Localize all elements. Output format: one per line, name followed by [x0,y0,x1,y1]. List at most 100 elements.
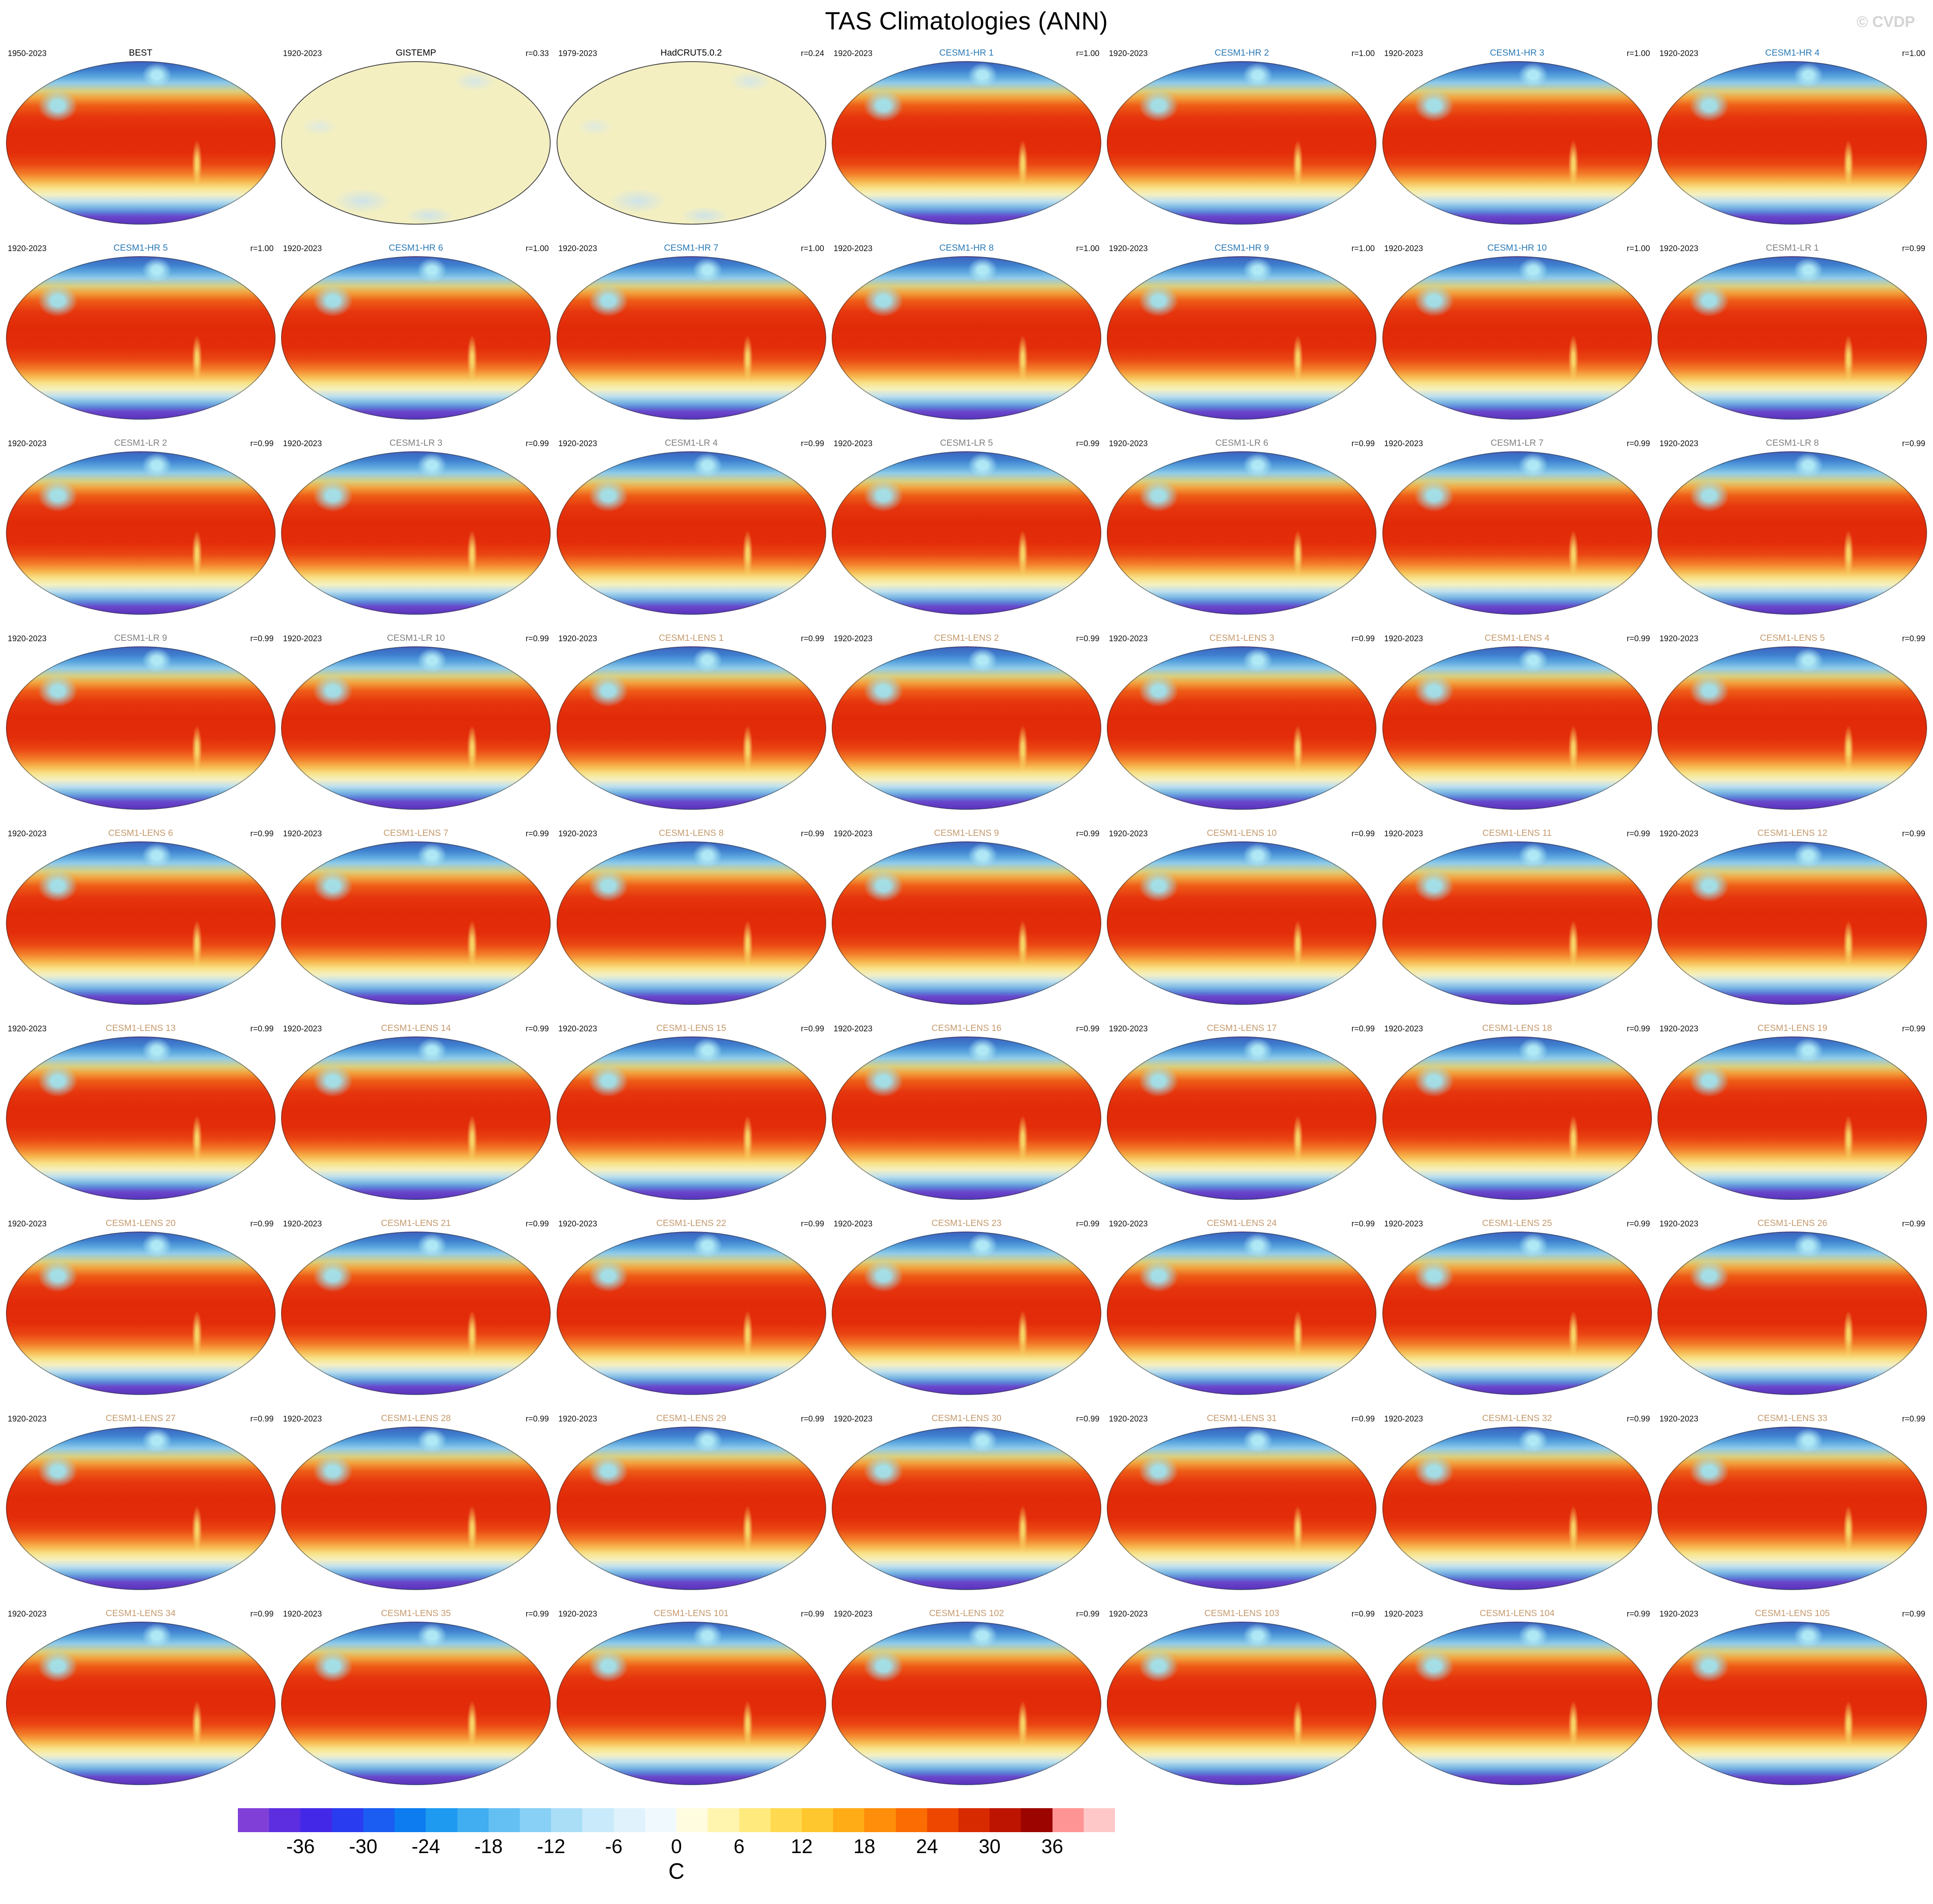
panel-r-value: r=0.99 [1627,1025,1650,1033]
panel-header: 1920-2023 CESM1-LR 8 r=0.99 [1656,437,1929,450]
world-map [1657,1036,1927,1200]
panel-title: CESM1-HR 10 [1487,243,1547,253]
map-panel: 1920-2023 CESM1-LENS 22 r=0.99 [555,1217,827,1395]
panel-title: CESM1-LENS 19 [1757,1023,1827,1033]
map-panel: 1920-2023 CESM1-LENS 15 r=0.99 [555,1022,827,1200]
world-map [281,1232,551,1395]
world-map [556,451,826,615]
panel-header: 1920-2023 CESM1-LENS 23 r=0.99 [830,1217,1103,1231]
panel-title: CESM1-LR 4 [664,438,718,448]
panel-r-value: r=0.99 [1076,1025,1100,1033]
world-map [1382,1427,1652,1590]
colorbar-segment [519,1808,551,1832]
panel-date-range: 1920-2023 [833,244,873,253]
panel-title: CESM1-LENS 31 [1207,1413,1277,1423]
panel-header: 1920-2023 CESM1-LENS 10 r=0.99 [1106,827,1378,841]
colorbar-unit-label: C [668,1859,685,1884]
world-map [556,1232,826,1395]
panel-r-value: r=0.99 [250,829,274,838]
map-panel: 1920-2023 CESM1-LENS 30 r=0.99 [830,1412,1103,1590]
panel-header: 1920-2023 CESM1-LR 4 r=0.99 [555,437,827,450]
panel-r-value: r=0.99 [1076,1220,1100,1229]
panel-date-range: 1920-2023 [8,1415,47,1424]
map-panel: 1920-2023 CESM1-LR 7 r=0.99 [1381,437,1653,615]
panel-r-value: r=1.00 [525,244,549,253]
panel-title: CESM1-LR 3 [389,438,442,448]
map-panel: 1920-2023 CESM1-HR 10 r=1.00 [1381,242,1653,420]
world-map [556,1036,826,1200]
panel-date-range: 1920-2023 [833,1025,873,1033]
panel-date-range: 1920-2023 [1109,1610,1148,1619]
panel-header: 1920-2023 CESM1-LR 6 r=0.99 [1106,437,1378,450]
panel-title: CESM1-LR 5 [940,438,993,448]
colorbar-tick-label: -30 [349,1835,378,1857]
panel-header: 1920-2023 CESM1-LENS 31 r=0.99 [1106,1412,1378,1426]
map-panel: 1920-2023 CESM1-LENS 19 r=0.99 [1656,1022,1929,1200]
world-map [1382,451,1652,615]
panel-date-range: 1920-2023 [1109,829,1148,838]
panel-r-value: r=0.99 [525,439,549,448]
panel-r-value: r=1.00 [1902,49,1925,58]
world-map [831,1232,1101,1395]
world-map [1382,1036,1652,1200]
panel-date-range: 1920-2023 [1384,49,1423,58]
panel-title: BEST [129,48,153,58]
panel-header: 1920-2023 CESM1-LR 3 r=0.99 [279,437,552,450]
panel-title: CESM1-LR 9 [114,633,167,643]
map-panel: 1920-2023 CESM1-LENS 1 r=0.99 [555,632,827,810]
panel-date-range: 1920-2023 [1659,829,1699,838]
panel-date-range: 1920-2023 [1659,634,1699,643]
panel-r-value: r=0.99 [1351,634,1375,643]
panel-header: 1920-2023 CESM1-LR 2 r=0.99 [4,437,277,450]
colorbar-labels: -36 -30 -24 -18 -12 -6 0 6 12 18 24 30 36 [238,1835,1115,1858]
panel-date-range: 1920-2023 [1109,634,1148,643]
panel-header: 1920-2023 CESM1-LENS 32 r=0.99 [1381,1412,1653,1426]
panel-date-range: 1920-2023 [283,49,322,58]
panel-date-range: 1920-2023 [8,439,47,448]
map-panel: 1920-2023 CESM1-LENS 17 r=0.99 [1106,1022,1378,1200]
map-panel: 1920-2023 CESM1-LENS 103 r=0.99 [1106,1607,1378,1785]
panel-title: CESM1-LENS 8 [658,828,724,838]
panel-date-range: 1920-2023 [558,1415,597,1424]
panel-date-range: 1920-2023 [8,829,47,838]
world-map [831,1036,1101,1200]
map-panel: 1920-2023 CESM1-LENS 29 r=0.99 [555,1412,827,1590]
panel-title: CESM1-LR 6 [1215,438,1269,448]
panel-r-value: r=0.99 [1902,829,1925,838]
panel-r-value: r=0.99 [1627,1415,1650,1424]
panel-date-range: 1920-2023 [833,1415,873,1424]
panel-title: CESM1-HR 2 [1214,48,1269,58]
world-map [6,451,276,615]
world-map [1382,256,1652,420]
panel-header: 1920-2023 CESM1-LENS 19 r=0.99 [1656,1022,1929,1036]
colorbar-segment [582,1808,614,1832]
panel-title: CESM1-LENS 29 [656,1413,726,1423]
panel-date-range: 1920-2023 [283,1415,322,1424]
panel-header: 1920-2023 CESM1-LENS 7 r=0.99 [279,827,552,841]
panel-r-value: r=0.99 [1627,829,1650,838]
world-map [831,256,1101,420]
panel-header: 1920-2023 CESM1-LENS 12 r=0.99 [1656,827,1929,841]
panel-title: CESM1-LENS 32 [1482,1413,1552,1423]
panel-title: CESM1-HR 8 [939,243,994,253]
panel-r-value: r=0.99 [1351,829,1375,838]
panel-header: 1920-2023 CESM1-HR 5 r=1.00 [4,242,277,255]
panel-title: CESM1-LENS 4 [1484,633,1550,643]
map-panel: 1920-2023 CESM1-LENS 18 r=0.99 [1381,1022,1653,1200]
panel-date-range: 1920-2023 [8,1610,47,1619]
panel-title: CESM1-LENS 30 [931,1413,1002,1423]
panel-date-range: 1920-2023 [8,1220,47,1229]
panel-header: 1920-2023 CESM1-LENS 15 r=0.99 [555,1022,827,1036]
colorbar-tick-label: 30 [978,1835,1001,1857]
colorbar-segment [676,1808,708,1832]
world-map [6,646,276,810]
panel-title: CESM1-LENS 34 [106,1608,176,1618]
map-panel: 1920-2023 CESM1-LENS 24 r=0.99 [1106,1217,1378,1395]
panel-r-value: r=0.99 [1902,244,1925,253]
world-map [1107,1427,1377,1590]
panel-r-value: r=0.99 [1076,829,1100,838]
panel-r-value: r=0.99 [250,1220,274,1229]
map-panel: 1920-2023 CESM1-LENS 31 r=0.99 [1106,1412,1378,1590]
panel-r-value: r=0.99 [1902,1610,1925,1619]
panel-r-value: r=0.99 [250,1025,274,1033]
